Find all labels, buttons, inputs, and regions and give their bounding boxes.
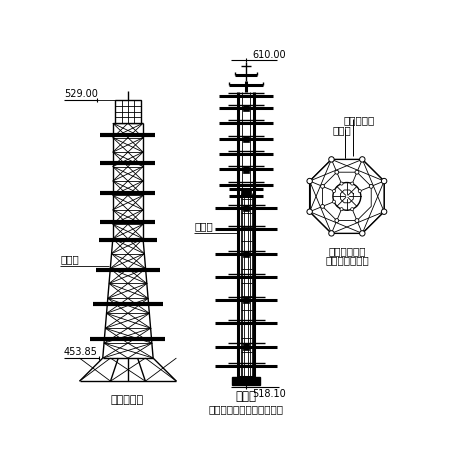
Text: 610.00: 610.00	[252, 50, 286, 60]
Circle shape	[355, 171, 359, 175]
Circle shape	[333, 201, 336, 204]
Text: 529.00: 529.00	[64, 89, 98, 99]
Circle shape	[333, 190, 336, 193]
Bar	[243, 344, 249, 350]
Bar	[243, 106, 249, 112]
Polygon shape	[310, 160, 384, 234]
Circle shape	[360, 158, 365, 163]
Circle shape	[335, 219, 339, 223]
Circle shape	[335, 171, 339, 175]
Circle shape	[360, 231, 365, 237]
Circle shape	[340, 208, 343, 211]
Bar	[243, 136, 249, 142]
Text: 提升段: 提升段	[236, 389, 256, 403]
Circle shape	[320, 205, 324, 209]
Text: 分段线: 分段线	[194, 221, 213, 231]
Bar	[242, 190, 251, 196]
Circle shape	[333, 183, 361, 211]
Bar	[232, 377, 260, 385]
Circle shape	[355, 219, 359, 223]
Circle shape	[340, 183, 343, 186]
Text: 518.10: 518.10	[252, 388, 286, 398]
Circle shape	[329, 231, 334, 237]
Circle shape	[307, 209, 312, 215]
Bar	[243, 206, 249, 211]
Bar	[243, 251, 249, 258]
Bar	[115, 101, 141, 124]
Text: 分段线: 分段线	[60, 254, 79, 264]
Text: （套装于综合安装段内部）: （套装于综合安装段内部）	[209, 403, 284, 413]
Polygon shape	[323, 173, 371, 221]
Bar	[243, 298, 249, 304]
Text: 综合安装段内部: 综合安装段内部	[325, 255, 369, 265]
Circle shape	[329, 158, 334, 163]
Bar	[243, 167, 249, 173]
Text: 提升段: 提升段	[333, 125, 352, 135]
Circle shape	[307, 179, 312, 184]
Text: 综合安装段: 综合安装段	[343, 115, 374, 125]
Circle shape	[369, 185, 373, 189]
Circle shape	[382, 179, 387, 184]
Circle shape	[351, 183, 354, 186]
Circle shape	[351, 208, 354, 211]
Circle shape	[320, 185, 324, 189]
Text: 453.85: 453.85	[64, 346, 98, 356]
Circle shape	[382, 209, 387, 215]
Text: 综合安装段: 综合安装段	[111, 394, 144, 404]
Circle shape	[358, 190, 361, 193]
Text: 提升段套装于: 提升段套装于	[328, 246, 365, 256]
